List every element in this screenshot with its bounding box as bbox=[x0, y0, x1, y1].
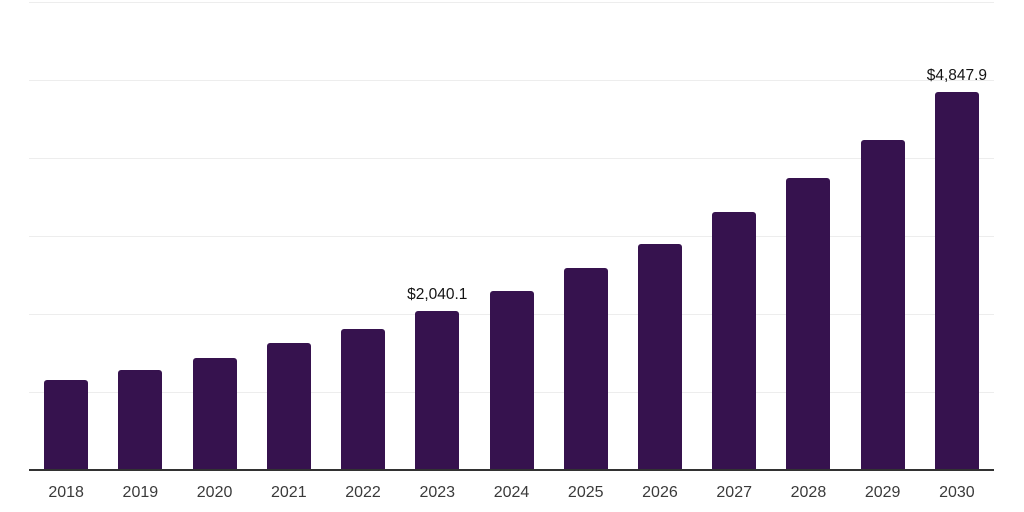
bar bbox=[860, 139, 905, 470]
gridline bbox=[29, 1, 994, 3]
x-tick-label: 2022 bbox=[345, 484, 381, 501]
x-tick-label: 2030 bbox=[939, 484, 975, 501]
x-tick-label: 2029 bbox=[864, 484, 901, 501]
x-tick-label: 2026 bbox=[642, 484, 678, 501]
bar bbox=[712, 211, 757, 470]
bar bbox=[266, 343, 311, 470]
gridline bbox=[29, 79, 994, 81]
bar bbox=[44, 380, 89, 470]
bar bbox=[637, 243, 682, 470]
x-tick-label: 2019 bbox=[122, 484, 159, 501]
x-tick-label: 2025 bbox=[567, 484, 604, 501]
gridline bbox=[29, 157, 994, 159]
bar bbox=[489, 291, 534, 470]
bar-value-label: $4,847.9 bbox=[926, 66, 988, 84]
x-tick-label: 2024 bbox=[493, 484, 530, 501]
bar bbox=[341, 328, 386, 470]
bar bbox=[934, 91, 979, 470]
bar-value-label: $2,040.1 bbox=[407, 285, 468, 303]
plot-area: $2,040.1 $4,847.9 bbox=[29, 1, 994, 470]
x-tick-label: 2018 bbox=[48, 484, 84, 501]
x-tick-label: 2028 bbox=[790, 484, 827, 501]
x-axis-line bbox=[29, 469, 994, 471]
bar bbox=[415, 310, 460, 470]
bar bbox=[192, 358, 237, 470]
x-tick-label: 2020 bbox=[196, 484, 233, 501]
bar bbox=[786, 178, 831, 470]
x-tick-label: 2027 bbox=[716, 484, 752, 501]
x-tick-label: 2023 bbox=[419, 484, 456, 501]
gridline bbox=[29, 235, 994, 237]
x-tick-label: 2021 bbox=[271, 484, 307, 501]
bar bbox=[563, 268, 608, 470]
bar bbox=[118, 370, 163, 470]
